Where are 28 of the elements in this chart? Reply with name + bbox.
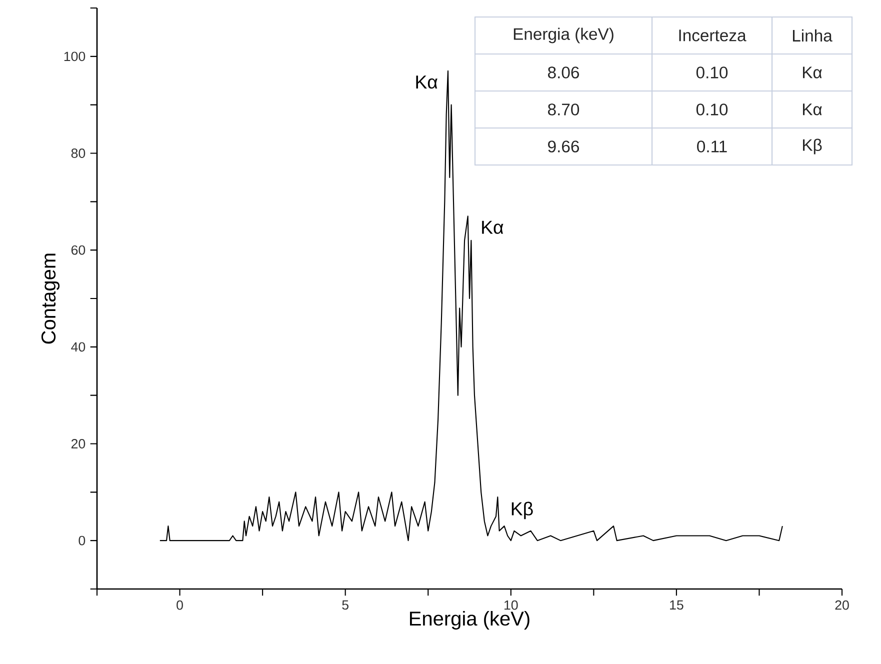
x-axis-title: Energia (keV) xyxy=(410,610,530,630)
y-tick-label: 60 xyxy=(71,245,86,255)
annotation: 0.10 xyxy=(696,66,728,78)
annotation: Kβ xyxy=(803,138,822,154)
y-tick-label: 0 xyxy=(78,536,86,546)
y-tick-label: 20 xyxy=(71,439,86,448)
x-tick-label: 5 xyxy=(342,600,348,610)
x-tick-label: 20 xyxy=(835,600,849,610)
x-tick-label: 10 xyxy=(504,600,518,610)
annotation: 8.70 xyxy=(548,104,580,116)
annotation: Kα xyxy=(416,76,438,89)
annotation: 9.66 xyxy=(548,140,579,152)
y-axis-title: Contagem xyxy=(41,254,60,344)
annotation: Energia (keV) xyxy=(514,28,614,44)
annotation: 0.11 xyxy=(697,140,727,152)
annotation: Incerteza xyxy=(679,30,746,42)
x-tick-label: 0 xyxy=(176,600,183,610)
annotation: Kα xyxy=(482,220,504,234)
annotation: Kα xyxy=(802,104,822,116)
x-tick-label: 15 xyxy=(670,600,684,610)
annotation: 0.10 xyxy=(696,104,728,116)
annotation: Kα xyxy=(802,66,822,78)
annotation: Linha xyxy=(792,29,832,42)
y-tick-label: 40 xyxy=(71,342,86,352)
y-tick-label: 100 xyxy=(64,52,86,62)
y-tick-label: 80 xyxy=(71,148,86,158)
annotation: 8.06 xyxy=(548,66,579,78)
annotation: Kβ xyxy=(512,502,533,520)
